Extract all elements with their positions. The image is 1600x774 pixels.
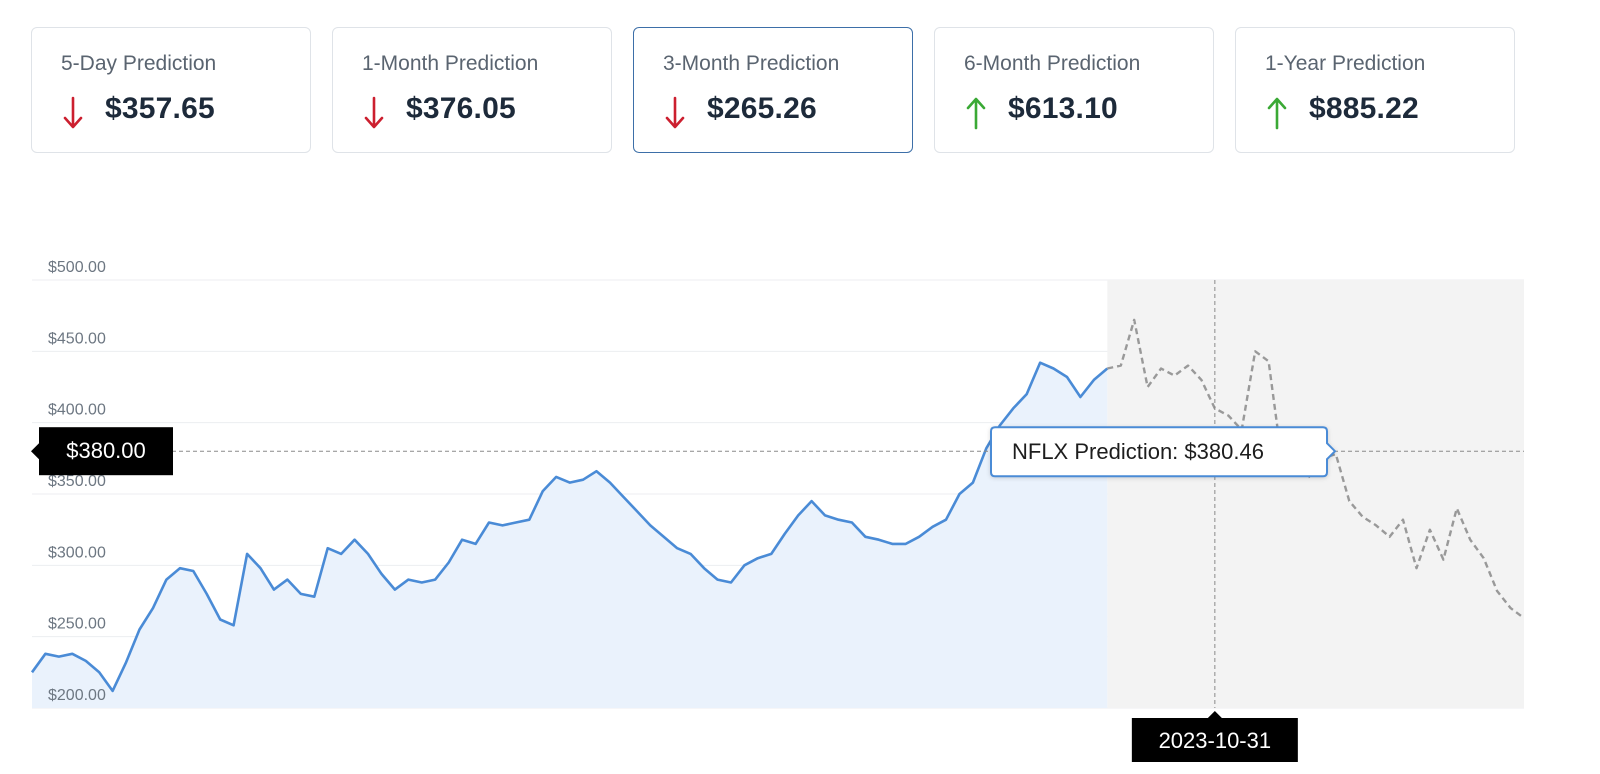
prediction-card-title: 3-Month Prediction bbox=[663, 52, 840, 75]
prediction-card-6-month[interactable]: 6-Month Prediction $613.10 bbox=[934, 27, 1214, 153]
arrow-down-icon bbox=[364, 96, 384, 129]
y-tick-label: $250.00 bbox=[48, 616, 106, 633]
prediction-card-title: 6-Month Prediction bbox=[964, 52, 1141, 75]
prediction-card-title: 1-Year Prediction bbox=[1265, 52, 1426, 75]
prediction-card-value: $613.10 bbox=[1008, 92, 1118, 125]
x-hover-label-box bbox=[1131, 718, 1298, 762]
y-hover-label-box bbox=[39, 427, 173, 476]
prediction-card-5-day[interactable]: 5-Day Prediction $357.65 bbox=[31, 27, 311, 153]
y-axis-hover-label: $380.00 bbox=[31, 427, 173, 476]
tooltip-box bbox=[990, 426, 1337, 478]
y-tick-label: $350.00 bbox=[48, 473, 106, 490]
y-tick-label: $200.00 bbox=[48, 687, 106, 704]
prediction-card-1-year[interactable]: 1-Year Prediction $885.22 bbox=[1235, 27, 1515, 153]
price-prediction-chart[interactable]: $200.00 $250.00 $300.00 $350.00 $400.00 $450.… bbox=[0, 240, 1600, 774]
historical-area bbox=[32, 362, 1108, 708]
y-tick-label: $300.00 bbox=[48, 544, 106, 561]
x-hover-label-pointer bbox=[1207, 711, 1222, 718]
x-hover-label-text: 2023-10-31 bbox=[1159, 728, 1272, 753]
prediction-card-1-month[interactable]: 1-Month Prediction $376.05 bbox=[332, 27, 612, 153]
crosshair bbox=[32, 280, 1524, 708]
prediction-card-3-month[interactable]: 3-Month Prediction $265.26 bbox=[633, 27, 913, 153]
prediction-card-title: 1-Month Prediction bbox=[362, 52, 539, 75]
y-tick-label: $400.00 bbox=[48, 402, 106, 419]
y-tick-label: $450.00 bbox=[48, 330, 106, 347]
forecast-region bbox=[1107, 280, 1524, 708]
arrow-down-icon bbox=[63, 96, 83, 129]
y-tick-label: $500.00 bbox=[48, 259, 106, 276]
arrow-up-icon bbox=[1267, 97, 1287, 130]
y-hover-label-text: $380.00 bbox=[66, 438, 146, 463]
tooltip-text: NFLX Prediction: $380.46 bbox=[1012, 439, 1264, 464]
y-axis-ticks: $200.00 $250.00 $300.00 $350.00 $400.00 $450.… bbox=[48, 259, 106, 704]
prediction-card-value: $376.05 bbox=[406, 92, 516, 125]
arrow-down-icon bbox=[665, 96, 685, 129]
y-hover-label-pointer bbox=[31, 443, 39, 460]
prediction-card-title: 5-Day Prediction bbox=[61, 52, 217, 75]
prediction-cards: 5-Day Prediction $357.65 1-Month Predict… bbox=[31, 27, 1577, 155]
prediction-card-value: $357.65 bbox=[105, 92, 215, 125]
prediction-tooltip: NFLX Prediction: $380.46 bbox=[990, 426, 1337, 478]
arrow-up-icon bbox=[966, 97, 986, 130]
prediction-card-value: $265.26 bbox=[707, 92, 817, 125]
historical-price-line[interactable] bbox=[30, 361, 1109, 693]
prediction-card-value: $885.22 bbox=[1309, 92, 1419, 125]
x-axis-hover-label: 2023-10-31 bbox=[1131, 711, 1298, 762]
